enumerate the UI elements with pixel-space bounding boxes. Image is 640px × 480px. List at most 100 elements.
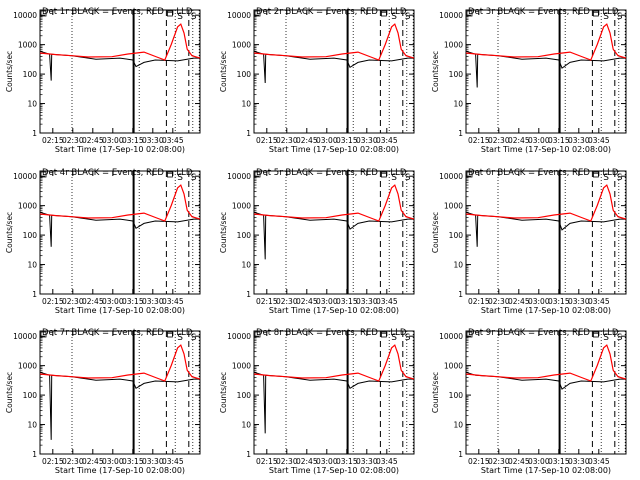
x-tick-label: 03:30: [142, 297, 164, 306]
x-tick-label: 03:30: [142, 457, 164, 466]
y-tick-label: 1: [32, 129, 37, 138]
x-tick-label: 02:15: [42, 297, 64, 306]
lld-series-line: [253, 23, 415, 61]
lld-series-line: [253, 344, 415, 382]
x-tick-label: 02:15: [468, 457, 490, 466]
y-axis-label: Counts/sec: [431, 372, 440, 413]
x-axis-label: Start Time (17-Sep-10 02:08:00): [55, 145, 185, 154]
plot-frame: [465, 330, 627, 455]
x-tick-label: 03:45: [588, 136, 610, 145]
x-tick-label: 03:00: [316, 457, 338, 466]
y-axis-label: Counts/sec: [5, 212, 14, 253]
y-axis-label: Counts/sec: [5, 372, 14, 413]
y-tick-label: 1000: [18, 41, 37, 50]
chart-panel: Det 2r BLACK = Events, RED = LLD 1 10 100 10…: [219, 7, 415, 154]
saa-flag-label: S: [617, 12, 623, 22]
x-tick-label: 02:45: [296, 136, 318, 145]
events-series-line: [39, 371, 200, 440]
flag-box: [166, 171, 173, 178]
saa-flag-label: S: [177, 173, 183, 183]
events-series-line: [253, 211, 414, 260]
x-tick-label: 02:15: [468, 297, 490, 306]
x-tick-label: 03:00: [316, 136, 338, 145]
chart-title: Det 3r BLACK = Events, RED = LLD: [468, 7, 619, 17]
chart-title: Det 1r BLACK = Events, RED = LLD: [42, 7, 193, 17]
saa-flag-label: S: [617, 173, 623, 183]
y-axis-label: Counts/sec: [431, 51, 440, 92]
y-tick-label: 1: [246, 450, 251, 459]
y-axis-label: Counts/sec: [5, 51, 14, 92]
y-tick-label: 100: [449, 70, 464, 79]
corner-flag-box: [466, 10, 473, 17]
chart-panel: Det 1r BLACK = Events, RED = LLD 1 10 100 10…: [5, 7, 201, 154]
x-axis-label: Start Time (17-Sep-10 02:08:00): [55, 306, 185, 315]
x-tick-label: 02:45: [508, 297, 530, 306]
x-tick-label: 03:00: [102, 297, 124, 306]
y-tick-label: 10: [241, 421, 251, 430]
y-tick-label: 1000: [444, 362, 463, 371]
corner-flag-box: [254, 171, 261, 178]
x-tick-label: 03:45: [162, 136, 184, 145]
corner-flag-box: [254, 331, 261, 338]
x-tick-label: 03:15: [122, 136, 144, 145]
plot-frame: [465, 170, 627, 295]
x-tick-label: 03:45: [376, 457, 398, 466]
x-tick-label: 03:00: [528, 297, 550, 306]
x-tick-label: 03:45: [588, 297, 610, 306]
events-series-line: [39, 211, 200, 247]
x-axis-label: Start Time (17-Sep-10 02:08:00): [481, 145, 611, 154]
lld-series-line: [465, 184, 627, 222]
y-tick-label: 10: [453, 421, 463, 430]
events-series-line: [253, 50, 414, 84]
flag-box: [380, 10, 387, 17]
saa-flag-label: S: [603, 12, 609, 22]
chart-title: Det 4r BLACK = Events, RED = LLD: [42, 168, 193, 178]
plot-frame: [253, 9, 415, 134]
y-tick-label: 1000: [232, 202, 251, 211]
y-tick-label: 1: [458, 129, 463, 138]
x-tick-label: 03:15: [336, 136, 358, 145]
corner-flag-box: [40, 10, 47, 17]
x-tick-label: 03:45: [162, 457, 184, 466]
x-tick-label: 03:30: [356, 457, 378, 466]
y-tick-label: 1000: [18, 362, 37, 371]
y-tick-label: 10000: [439, 332, 463, 341]
flag-box: [593, 171, 599, 178]
flag-box: [593, 10, 599, 17]
y-axis-label: Counts/sec: [431, 212, 440, 253]
x-tick-label: 02:30: [276, 297, 298, 306]
y-tick-label: 10000: [439, 172, 463, 181]
chart-panel: Det 3r BLACK = Events, RED = LLD 1 10 100 10…: [431, 7, 627, 154]
chart-title: Det 5r BLACK = Events, RED = LLD: [256, 168, 407, 178]
x-tick-label: 03:15: [122, 457, 144, 466]
x-tick-label: 02:30: [62, 136, 84, 145]
x-tick-label: 03:00: [102, 457, 124, 466]
flag-box: [380, 171, 387, 178]
x-tick-label: 02:15: [256, 136, 278, 145]
y-tick-label: 1: [458, 450, 463, 459]
lld-series-line: [253, 184, 415, 222]
x-tick-label: 02:30: [488, 457, 510, 466]
y-tick-label: 10000: [13, 332, 37, 341]
x-tick-label: 03:15: [336, 457, 358, 466]
x-tick-label: 02:45: [82, 297, 104, 306]
y-tick-label: 10: [27, 261, 37, 270]
chart-panel: Det 8r BLACK = Events, RED = LLD 1 10 100 10…: [219, 328, 415, 475]
y-tick-label: 1000: [18, 202, 37, 211]
x-tick-label: 02:45: [82, 457, 104, 466]
x-tick-label: 03:30: [568, 136, 590, 145]
x-axis-label: Start Time (17-Sep-10 02:08:00): [269, 145, 399, 154]
chart-panel: Det 7r BLACK = Events, RED = LLD 1 10 100 10…: [5, 328, 201, 475]
y-tick-label: 1: [32, 450, 37, 459]
y-tick-label: 10000: [13, 11, 37, 20]
y-tick-label: 10: [453, 100, 463, 109]
plot-frame: [39, 170, 201, 295]
corner-flag-box: [40, 171, 47, 178]
y-axis-label: Counts/sec: [219, 51, 228, 92]
y-axis-label: Counts/sec: [219, 212, 228, 253]
events-series-line: [39, 50, 200, 81]
x-tick-label: 03:45: [376, 136, 398, 145]
corner-flag-box: [40, 331, 47, 338]
saa-flag-label: S: [391, 12, 397, 22]
